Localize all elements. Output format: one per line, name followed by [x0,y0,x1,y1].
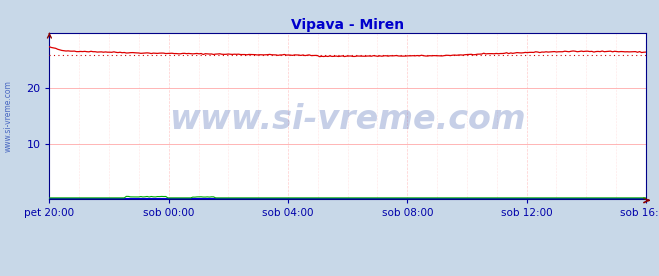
Text: www.si-vreme.com: www.si-vreme.com [169,103,526,136]
Text: www.si-vreme.com: www.si-vreme.com [3,80,13,152]
Title: Vipava - Miren: Vipava - Miren [291,18,404,32]
